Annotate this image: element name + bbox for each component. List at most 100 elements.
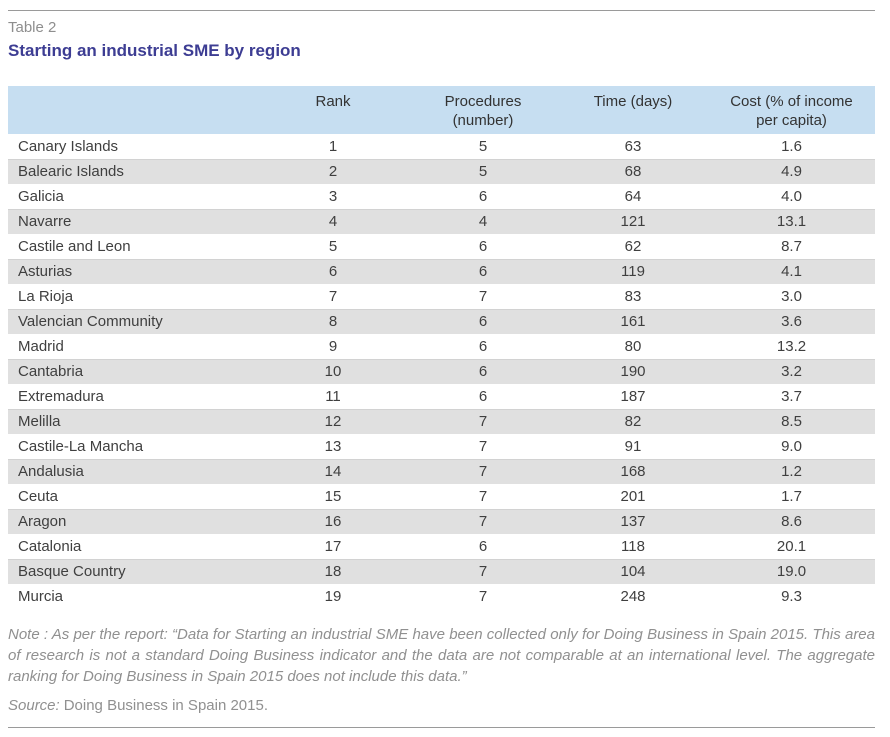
cell-procedures: 6 <box>478 388 488 405</box>
table-row: Ceuta 15 7 201 1.7 <box>8 484 875 509</box>
table-row: Murcia 19 7 248 9.3 <box>8 584 875 609</box>
cell-procedures: 7 <box>408 409 558 434</box>
cell-cost: 13.2 <box>776 338 807 355</box>
cell-procedures: 6 <box>478 238 488 255</box>
table-row: Canary Islands 1 5 63 1.6 <box>8 134 875 159</box>
cell-region: Catalonia <box>18 538 82 555</box>
top-rule <box>8 10 875 11</box>
cell-procedures: 6 <box>408 359 558 384</box>
cell-time: 137 <box>558 509 708 534</box>
cell-time: 80 <box>624 338 642 355</box>
cell-rank: 8 <box>258 309 408 334</box>
cell-region: Canary Islands <box>18 138 119 155</box>
cell-region: Balearic Islands <box>8 159 258 184</box>
cell-time: 62 <box>624 238 642 255</box>
cell-rank: 14 <box>258 459 408 484</box>
table-row: Basque Country 18 7 104 19.0 <box>8 559 875 584</box>
cell-region: Castile-La Mancha <box>18 438 144 455</box>
cell-time: 201 <box>620 488 646 505</box>
column-header-cost: Cost (% of income per capita) <box>708 86 875 134</box>
cell-time: 68 <box>558 159 708 184</box>
cell-region: Extremadura <box>18 388 104 405</box>
cell-procedures: 5 <box>408 159 558 184</box>
cell-procedures: 6 <box>478 538 488 555</box>
table-row: Melilla 12 7 82 8.5 <box>8 409 875 434</box>
source-text: Doing Business in Spain 2015. <box>63 697 269 714</box>
table-row: Extremadura 11 6 187 3.7 <box>8 384 875 409</box>
cell-procedures: 7 <box>408 459 558 484</box>
cell-region: Navarre <box>8 209 258 234</box>
cell-cost: 1.6 <box>781 138 802 155</box>
source-line: Source: Doing Business in Spain 2015. <box>8 695 875 716</box>
report-page: Table 2 Starting an industrial SME by re… <box>0 10 890 737</box>
cell-cost: 4.1 <box>708 259 875 284</box>
table-row: Catalonia 17 6 118 20.1 <box>8 534 875 559</box>
cell-rank: 16 <box>258 509 408 534</box>
column-header-time: Time (days) <box>558 86 708 134</box>
cell-procedures: 7 <box>478 488 488 505</box>
cell-cost: 4.9 <box>708 159 875 184</box>
cell-rank: 9 <box>328 338 338 355</box>
cell-cost: 3.0 <box>781 288 802 305</box>
table-row: Asturias 6 6 119 4.1 <box>8 259 875 284</box>
cell-rank: 13 <box>324 438 342 455</box>
cell-rank: 18 <box>258 559 408 584</box>
cell-time: 119 <box>558 259 708 284</box>
cell-region: Ceuta <box>18 488 59 505</box>
regions-table: Rank Procedures (number) Time (days) Cos… <box>8 86 875 609</box>
cell-cost: 3.2 <box>708 359 875 384</box>
cell-rank: 15 <box>324 488 342 505</box>
cell-region: Murcia <box>18 588 64 605</box>
table-row: Castile and Leon 5 6 62 8.7 <box>8 234 875 259</box>
cell-procedures: 4 <box>408 209 558 234</box>
cell-time: 168 <box>558 459 708 484</box>
cell-region: Basque Country <box>8 559 258 584</box>
cell-procedures: 5 <box>478 138 488 155</box>
table-row: Balearic Islands 2 5 68 4.9 <box>8 159 875 184</box>
cell-cost: 9.3 <box>781 588 802 605</box>
cell-cost: 3.7 <box>781 388 802 405</box>
cell-region: Valencian Community <box>8 309 258 334</box>
cell-rank: 6 <box>258 259 408 284</box>
table-number-label: Table 2 <box>8 19 57 36</box>
cell-region: Madrid <box>18 338 64 355</box>
cell-time: 118 <box>621 538 645 555</box>
table-body: Canary Islands 1 5 63 1.6 Balearic Islands 2 5 6… <box>8 134 875 609</box>
cell-time: 248 <box>620 588 646 605</box>
cell-rank: 5 <box>328 238 338 255</box>
cell-rank: 17 <box>324 538 342 555</box>
cell-cost: 1.7 <box>781 488 802 505</box>
page-title: Starting an industrial SME by region <box>8 41 301 60</box>
bottom-rule <box>8 727 875 728</box>
cell-cost: 8.6 <box>708 509 875 534</box>
cell-time: 121 <box>558 209 708 234</box>
table-row: Andalusia 14 7 168 1.2 <box>8 459 875 484</box>
cell-region: Aragon <box>8 509 258 534</box>
table-row: Cantabria 10 6 190 3.2 <box>8 359 875 384</box>
cell-cost: 13.1 <box>708 209 875 234</box>
cell-rank: 1 <box>328 138 338 155</box>
cell-time: 104 <box>558 559 708 584</box>
cell-time: 161 <box>558 309 708 334</box>
cell-rank: 7 <box>328 288 338 305</box>
source-label: Source: <box>8 697 60 714</box>
column-header-region <box>8 86 258 134</box>
table-row: Madrid 9 6 80 13.2 <box>8 334 875 359</box>
cell-procedures: 7 <box>408 559 558 584</box>
cell-rank: 12 <box>258 409 408 434</box>
cell-cost: 3.6 <box>708 309 875 334</box>
cell-cost: 9.0 <box>781 438 802 455</box>
column-header-procedures: Procedures (number) <box>408 86 558 134</box>
cell-time: 190 <box>558 359 708 384</box>
footnote: Note : As per the report: “Data for Star… <box>8 626 875 685</box>
table-row: Castile-La Mancha 13 7 91 9.0 <box>8 434 875 459</box>
cell-rank: 3 <box>328 188 338 205</box>
cell-region: Melilla <box>8 409 258 434</box>
cell-rank: 11 <box>325 388 341 405</box>
table-row: La Rioja 7 7 83 3.0 <box>8 284 875 309</box>
table-row: Valencian Community 8 6 161 3.6 <box>8 309 875 334</box>
cell-cost: 8.7 <box>781 238 802 255</box>
cell-procedures: 6 <box>408 259 558 284</box>
cell-cost: 19.0 <box>708 559 875 584</box>
table-row: Navarre 4 4 121 13.1 <box>8 209 875 234</box>
